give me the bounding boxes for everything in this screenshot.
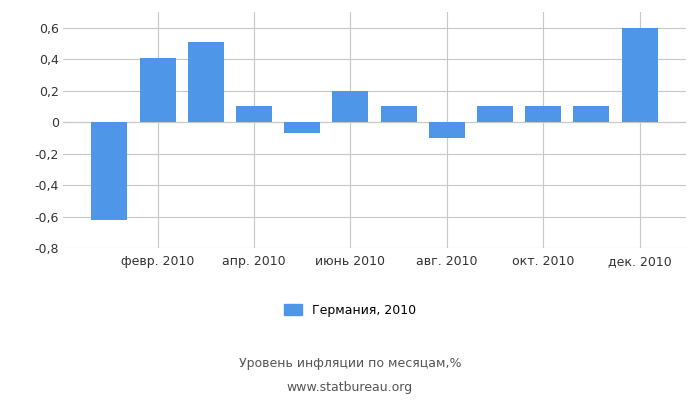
Legend: Германия, 2010: Германия, 2010 <box>279 299 421 322</box>
Bar <box>139 58 176 122</box>
Bar <box>284 122 321 133</box>
Bar <box>332 91 368 122</box>
Bar <box>91 122 127 220</box>
Text: www.statbureau.org: www.statbureau.org <box>287 382 413 394</box>
Bar <box>477 106 513 122</box>
Bar <box>525 106 561 122</box>
Text: Уровень инфляции по месяцам,%: Уровень инфляции по месяцам,% <box>239 358 461 370</box>
Bar <box>236 106 272 122</box>
Bar <box>622 28 658 122</box>
Bar <box>573 106 610 122</box>
Bar <box>381 106 416 122</box>
Bar <box>188 42 224 122</box>
Bar <box>428 122 465 138</box>
